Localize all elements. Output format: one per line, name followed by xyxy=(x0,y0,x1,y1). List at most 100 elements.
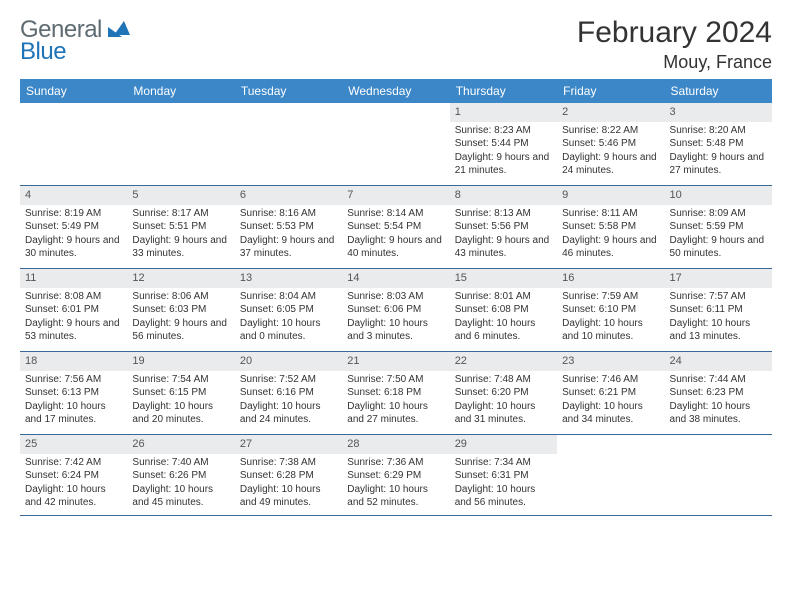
daylight-text: Daylight: 10 hours and 0 minutes. xyxy=(240,317,337,344)
sunset-text: Sunset: 6:05 PM xyxy=(240,303,337,317)
daylight-text: Daylight: 9 hours and 33 minutes. xyxy=(132,234,229,261)
day-number: 23 xyxy=(557,352,664,371)
sunset-text: Sunset: 6:26 PM xyxy=(132,469,229,483)
day-number: 2 xyxy=(557,103,664,122)
day-body: Sunrise: 8:01 AMSunset: 6:08 PMDaylight:… xyxy=(450,290,557,348)
sunrise-text: Sunrise: 8:08 AM xyxy=(25,290,122,304)
day-body: Sunrise: 7:36 AMSunset: 6:29 PMDaylight:… xyxy=(342,456,449,514)
day-number: 7 xyxy=(342,186,449,205)
sunrise-text: Sunrise: 7:38 AM xyxy=(240,456,337,470)
day-cell: 2 Sunrise: 8:22 AMSunset: 5:46 PMDaylight… xyxy=(557,103,664,185)
day-body: Sunrise: 7:57 AMSunset: 6:11 PMDaylight:… xyxy=(665,290,772,348)
day-number: 9 xyxy=(557,186,664,205)
empty-day-cell xyxy=(235,103,342,185)
day-cell: 18Sunrise: 7:56 AMSunset: 6:13 PMDayligh… xyxy=(20,352,127,434)
day-cell: 26Sunrise: 7:40 AMSunset: 6:26 PMDayligh… xyxy=(127,435,234,515)
day-body: Sunrise: 7:34 AMSunset: 6:31 PMDaylight:… xyxy=(450,456,557,514)
daylight-text: Daylight: 9 hours and 43 minutes. xyxy=(455,234,552,261)
daylight-text: Daylight: 10 hours and 42 minutes. xyxy=(25,483,122,510)
day-number: 4 xyxy=(20,186,127,205)
sunrise-text: Sunrise: 7:46 AM xyxy=(562,373,659,387)
sunset-text: Sunset: 6:16 PM xyxy=(240,386,337,400)
sunset-text: Sunset: 6:06 PM xyxy=(347,303,444,317)
sunrise-text: Sunrise: 7:48 AM xyxy=(455,373,552,387)
calendar-grid: Sunday Monday Tuesday Wednesday Thursday… xyxy=(20,79,772,516)
week-row: 18Sunrise: 7:56 AMSunset: 6:13 PMDayligh… xyxy=(20,352,772,435)
daylight-text: Daylight: 10 hours and 38 minutes. xyxy=(670,400,767,427)
weekday-header: Tuesday xyxy=(235,79,342,103)
day-number: 27 xyxy=(235,435,342,454)
day-number: 24 xyxy=(665,352,772,371)
day-body: Sunrise: 7:38 AMSunset: 6:28 PMDaylight:… xyxy=(235,456,342,514)
empty-day-cell xyxy=(665,435,772,515)
sunrise-text: Sunrise: 8:04 AM xyxy=(240,290,337,304)
daylight-text: Daylight: 9 hours and 40 minutes. xyxy=(347,234,444,261)
day-body: Sunrise: 8:04 AMSunset: 6:05 PMDaylight:… xyxy=(235,290,342,348)
day-cell: 19Sunrise: 7:54 AMSunset: 6:15 PMDayligh… xyxy=(127,352,234,434)
day-cell: 8Sunrise: 8:13 AMSunset: 5:56 PMDaylight… xyxy=(450,186,557,268)
day-body: Sunrise: 8:03 AMSunset: 6:06 PMDaylight:… xyxy=(342,290,449,348)
day-number: 6 xyxy=(235,186,342,205)
daylight-text: Daylight: 10 hours and 49 minutes. xyxy=(240,483,337,510)
daylight-text: Daylight: 10 hours and 45 minutes. xyxy=(132,483,229,510)
day-number: 26 xyxy=(127,435,234,454)
daylight-text: Daylight: 9 hours and 24 minutes. xyxy=(562,151,659,178)
day-body: Sunrise: 7:46 AMSunset: 6:21 PMDaylight:… xyxy=(557,373,664,431)
sunset-text: Sunset: 5:58 PM xyxy=(562,220,659,234)
daylight-text: Daylight: 10 hours and 20 minutes. xyxy=(132,400,229,427)
week-row: 4Sunrise: 8:19 AMSunset: 5:49 PMDaylight… xyxy=(20,186,772,269)
day-number: 20 xyxy=(235,352,342,371)
sunset-text: Sunset: 5:53 PM xyxy=(240,220,337,234)
logo-mark-icon xyxy=(108,21,130,42)
day-body: Sunrise: 7:56 AMSunset: 6:13 PMDaylight:… xyxy=(20,373,127,431)
sunrise-text: Sunrise: 8:22 AM xyxy=(562,124,659,138)
day-number: 13 xyxy=(235,269,342,288)
sunrise-text: Sunrise: 7:34 AM xyxy=(455,456,552,470)
daylight-text: Daylight: 9 hours and 21 minutes. xyxy=(455,151,552,178)
weekday-header-row: Sunday Monday Tuesday Wednesday Thursday… xyxy=(20,79,772,103)
sunset-text: Sunset: 5:54 PM xyxy=(347,220,444,234)
day-number: 5 xyxy=(127,186,234,205)
week-row: 25Sunrise: 7:42 AMSunset: 6:24 PMDayligh… xyxy=(20,435,772,516)
day-number: 1 xyxy=(450,103,557,122)
day-cell: 5 Sunrise: 8:17 AMSunset: 5:51 PMDaylight… xyxy=(127,186,234,268)
sunset-text: Sunset: 6:01 PM xyxy=(25,303,122,317)
sunrise-text: Sunrise: 8:01 AM xyxy=(455,290,552,304)
day-cell: 21Sunrise: 7:50 AMSunset: 6:18 PMDayligh… xyxy=(342,352,449,434)
sunset-text: Sunset: 5:46 PM xyxy=(562,137,659,151)
sunrise-text: Sunrise: 7:52 AM xyxy=(240,373,337,387)
day-body: Sunrise: 8:08 AMSunset: 6:01 PMDaylight:… xyxy=(20,290,127,348)
empty-day-cell xyxy=(557,435,664,515)
daylight-text: Daylight: 9 hours and 30 minutes. xyxy=(25,234,122,261)
day-body: Sunrise: 8:17 AMSunset: 5:51 PMDaylight:… xyxy=(127,207,234,265)
daylight-text: Daylight: 10 hours and 27 minutes. xyxy=(347,400,444,427)
sunset-text: Sunset: 5:49 PM xyxy=(25,220,122,234)
day-number: 16 xyxy=(557,269,664,288)
sunset-text: Sunset: 6:29 PM xyxy=(347,469,444,483)
weekday-header: Thursday xyxy=(450,79,557,103)
day-number: 15 xyxy=(450,269,557,288)
day-cell: 10Sunrise: 8:09 AMSunset: 5:59 PMDayligh… xyxy=(665,186,772,268)
day-cell: 22Sunrise: 7:48 AMSunset: 6:20 PMDayligh… xyxy=(450,352,557,434)
day-cell: 24Sunrise: 7:44 AMSunset: 6:23 PMDayligh… xyxy=(665,352,772,434)
sunrise-text: Sunrise: 8:23 AM xyxy=(455,124,552,138)
daylight-text: Daylight: 10 hours and 31 minutes. xyxy=(455,400,552,427)
day-cell: 28Sunrise: 7:36 AMSunset: 6:29 PMDayligh… xyxy=(342,435,449,515)
day-number: 12 xyxy=(127,269,234,288)
day-cell: 1Sunrise: 8:23 AMSunset: 5:44 PMDaylight… xyxy=(450,103,557,185)
sunset-text: Sunset: 6:08 PM xyxy=(455,303,552,317)
day-body: Sunrise: 8:14 AMSunset: 5:54 PMDaylight:… xyxy=(342,207,449,265)
sunset-text: Sunset: 6:20 PM xyxy=(455,386,552,400)
day-number: 3 xyxy=(665,103,772,122)
day-body: Sunrise: 7:48 AMSunset: 6:20 PMDaylight:… xyxy=(450,373,557,431)
week-row: 1Sunrise: 8:23 AMSunset: 5:44 PMDaylight… xyxy=(20,103,772,186)
daylight-text: Daylight: 10 hours and 52 minutes. xyxy=(347,483,444,510)
empty-day-cell xyxy=(342,103,449,185)
day-cell: 17Sunrise: 7:57 AMSunset: 6:11 PMDayligh… xyxy=(665,269,772,351)
title-block: February 2024 Mouy, France xyxy=(577,16,772,73)
weekday-header: Monday xyxy=(127,79,234,103)
day-cell: 4Sunrise: 8:19 AMSunset: 5:49 PMDaylight… xyxy=(20,186,127,268)
sunset-text: Sunset: 6:21 PM xyxy=(562,386,659,400)
sunrise-text: Sunrise: 8:11 AM xyxy=(562,207,659,221)
daylight-text: Daylight: 10 hours and 17 minutes. xyxy=(25,400,122,427)
